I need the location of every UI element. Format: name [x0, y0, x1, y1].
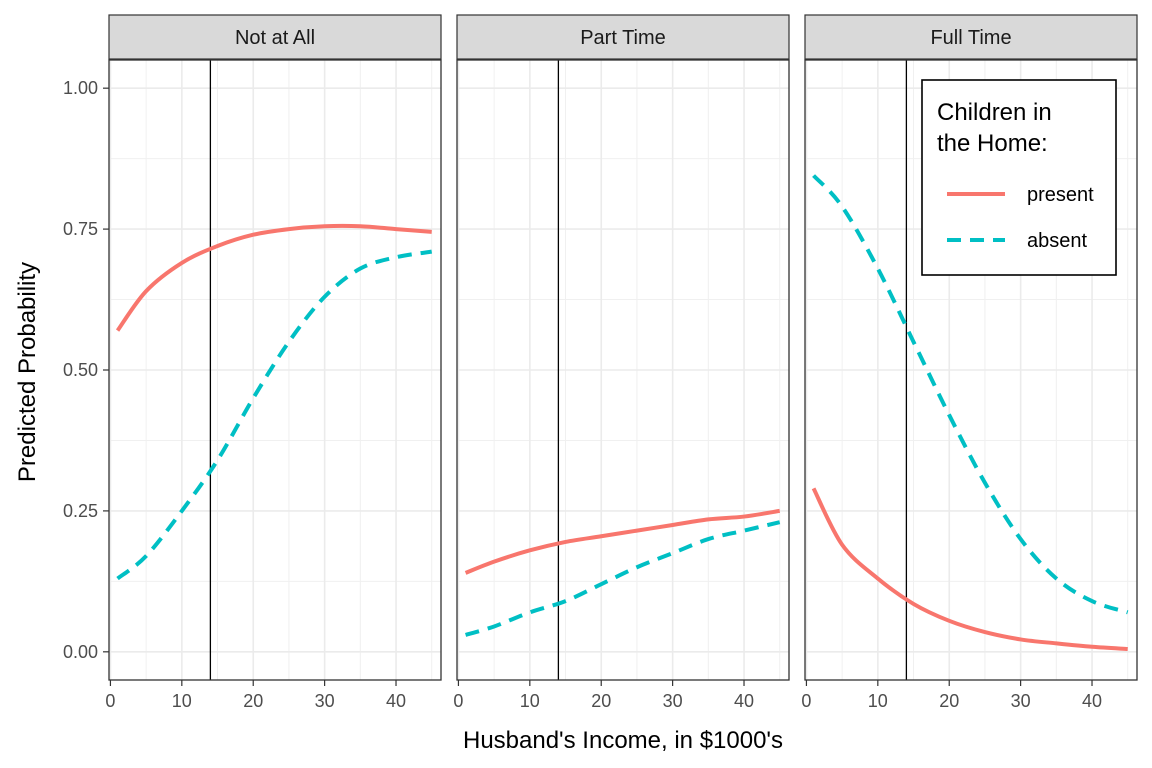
y-tick-label: 0.00 [63, 642, 98, 662]
legend-title-line-1: Children in [937, 99, 1052, 126]
y-axis-title: Predicted Probability [14, 262, 41, 482]
x-tick-label: 10 [520, 691, 540, 711]
x-tick-label: 20 [591, 691, 611, 711]
y-tick-label: 1.00 [63, 78, 98, 98]
x-tick-label: 0 [453, 691, 463, 711]
legend-box [921, 79, 1117, 276]
panel-border-full-time [804, 59, 1138, 681]
legend-title-line-2: the Home: [937, 130, 1048, 157]
facet-strip-not-at-all [108, 14, 442, 60]
x-tick-label: 20 [939, 691, 959, 711]
facet-title-full-time: Full Time [930, 27, 1011, 49]
x-tick-label: 10 [172, 691, 192, 711]
series-line-present-part-time [464, 508, 781, 575]
y-tick-label: 0.50 [63, 360, 98, 380]
facet-strip-full-time [804, 14, 1138, 60]
facet-strip-part-time [456, 14, 790, 60]
facet-title-part-time: Part Time [580, 27, 666, 49]
x-axis-tick-labels: 0 10 20 30 40 0 10 20 30 40 0 10 20 30 40 [105, 691, 1102, 711]
legend-label-absent: absent [1027, 230, 1087, 252]
facet-panel-not-at-all: Not at All [108, 14, 442, 686]
y-tick-label: 0.75 [63, 219, 98, 239]
facet-panel-part-time: Part Time [456, 14, 790, 686]
x-tick-label: 0 [105, 691, 115, 711]
x-tick-label: 30 [1011, 691, 1031, 711]
series-line-absent-full-time [812, 174, 1129, 615]
x-tick-label: 40 [386, 691, 406, 711]
series-line-absent-not-at-all [116, 249, 433, 581]
panel-border-part-time [456, 59, 790, 681]
x-tick-label: 0 [801, 691, 811, 711]
x-tick-label: 10 [868, 691, 888, 711]
x-axis-title: Husband's Income, in $1000's [463, 727, 783, 754]
x-tick-label: 40 [1082, 691, 1102, 711]
x-tick-label: 30 [663, 691, 683, 711]
x-tick-label: 40 [734, 691, 754, 711]
y-axis-tick-labels: 0.00 0.25 0.50 0.75 1.00 [63, 78, 109, 662]
x-tick-label: 20 [243, 691, 263, 711]
x-tick-label: 30 [315, 691, 335, 711]
facet-title-not-at-all: Not at All [235, 27, 315, 49]
facet-panels: Not at All Part Time Full Time [108, 14, 1138, 686]
gridlines-part-time [457, 60, 789, 680]
series-line-present-not-at-all [115, 223, 432, 332]
y-tick-label: 0.25 [63, 501, 98, 521]
legend: Children in the Home: present absent [921, 79, 1117, 276]
series-line-absent-part-time [465, 520, 781, 637]
legend-label-present: present [1027, 184, 1094, 206]
series-line-present-full-time [811, 487, 1128, 651]
